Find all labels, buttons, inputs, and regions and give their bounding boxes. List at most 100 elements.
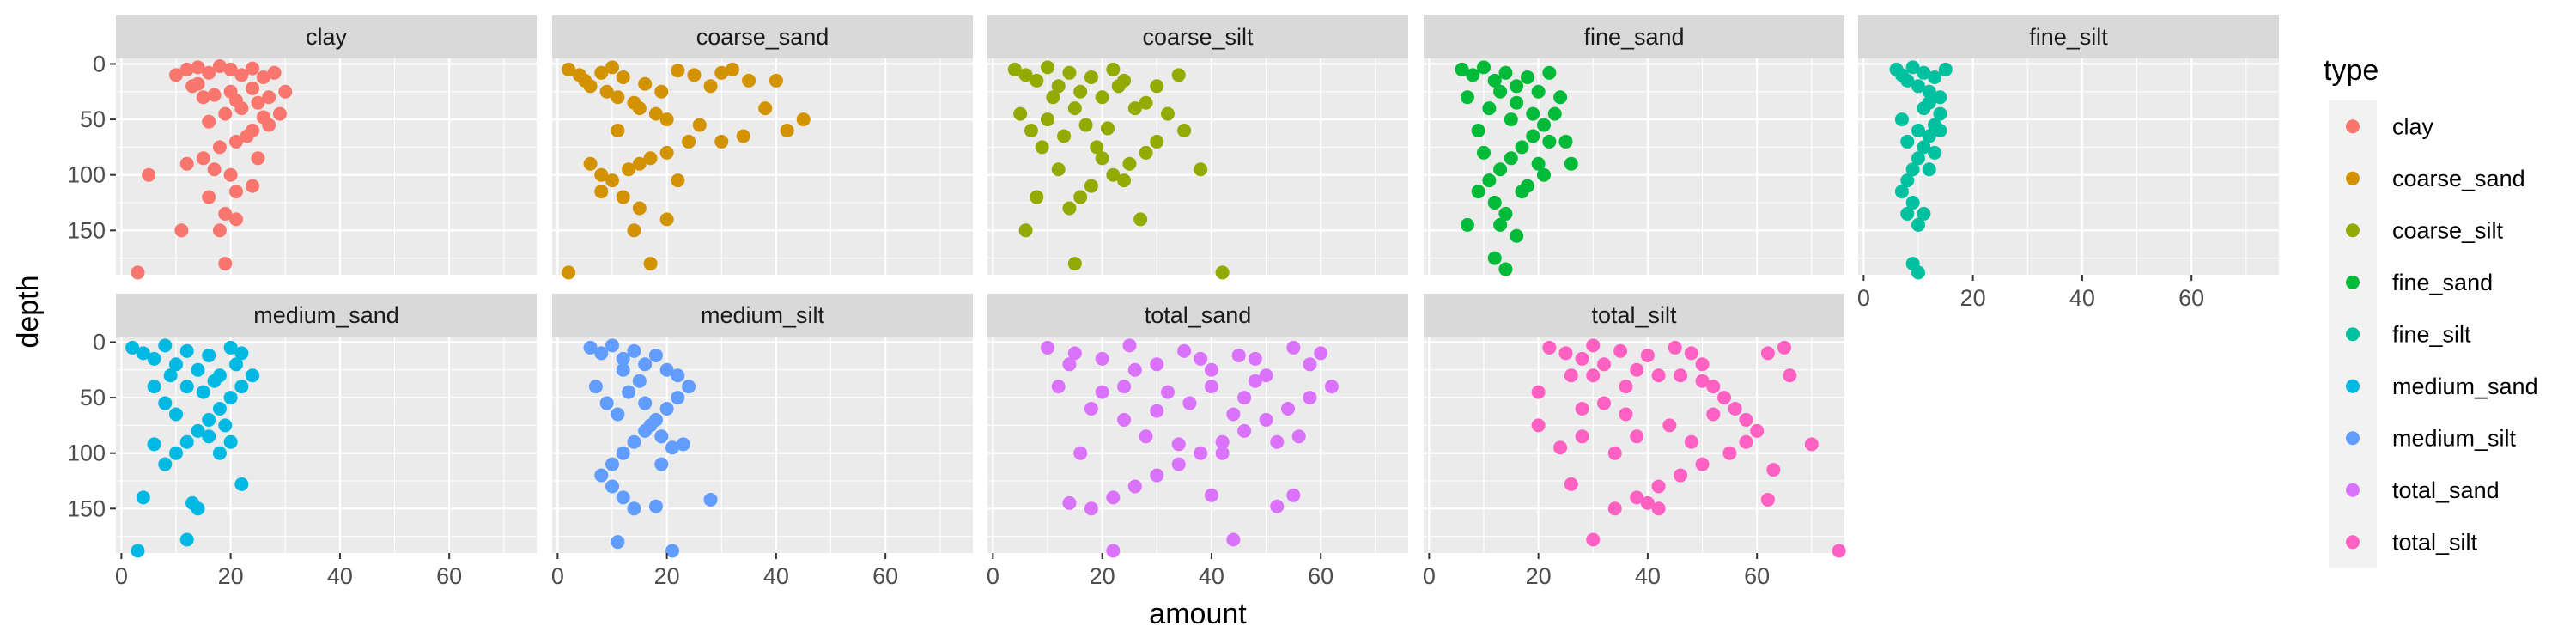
data-point bbox=[1482, 101, 1497, 116]
x-tick-label: 0 bbox=[987, 563, 999, 589]
data-point bbox=[1640, 348, 1655, 362]
data-point bbox=[1231, 348, 1246, 362]
data-point bbox=[1493, 84, 1508, 99]
data-point bbox=[1750, 423, 1765, 438]
plot-area bbox=[1424, 58, 1844, 275]
x-tick-label: 40 bbox=[763, 563, 789, 589]
x-tick-label: 40 bbox=[1199, 563, 1224, 589]
data-point bbox=[1613, 343, 1628, 358]
data-point bbox=[202, 114, 216, 129]
x-tick-label: 20 bbox=[218, 563, 244, 589]
panel-fine-silt: fine_silt 0 20 40 60 bbox=[1857, 15, 2279, 311]
data-point bbox=[632, 101, 647, 116]
x-tick-label: 40 bbox=[327, 563, 353, 589]
data-point bbox=[229, 185, 243, 199]
x-tick-label: 20 bbox=[1526, 563, 1552, 589]
data-point bbox=[1911, 79, 1925, 94]
x-tick-label: 20 bbox=[1960, 285, 1986, 311]
data-point bbox=[147, 351, 161, 366]
data-point bbox=[714, 65, 729, 80]
data-point bbox=[1171, 437, 1186, 452]
data-point bbox=[1922, 84, 1936, 99]
panel-total-sand: total_sand 0 20 40 60 bbox=[987, 294, 1408, 589]
data-point bbox=[278, 84, 293, 99]
data-point bbox=[169, 446, 183, 460]
data-point bbox=[1607, 446, 1622, 460]
y-tick-label: 50 bbox=[80, 106, 106, 132]
data-point bbox=[627, 501, 641, 516]
data-point bbox=[212, 140, 227, 155]
data-point bbox=[1177, 124, 1192, 137]
data-point bbox=[1095, 151, 1109, 166]
data-point bbox=[1640, 495, 1655, 510]
data-point bbox=[1171, 457, 1186, 471]
data-point bbox=[1722, 446, 1737, 460]
data-point bbox=[202, 348, 216, 362]
data-point bbox=[616, 446, 630, 460]
data-point bbox=[125, 340, 140, 355]
data-point bbox=[1777, 340, 1791, 355]
data-point bbox=[703, 79, 718, 94]
data-point bbox=[142, 167, 156, 182]
strip-total-sand bbox=[987, 294, 1408, 337]
data-point bbox=[1095, 90, 1109, 105]
data-point bbox=[1510, 228, 1524, 243]
data-point bbox=[196, 385, 210, 399]
data-point bbox=[1537, 167, 1551, 182]
data-point bbox=[234, 68, 249, 82]
data-point bbox=[1062, 201, 1077, 216]
data-point bbox=[1739, 434, 1753, 449]
data-point bbox=[1177, 343, 1192, 358]
y-tick-label: 100 bbox=[67, 440, 106, 466]
data-point bbox=[256, 110, 270, 125]
data-point bbox=[1526, 106, 1540, 121]
data-point bbox=[616, 190, 630, 204]
data-point bbox=[212, 446, 227, 460]
data-point bbox=[638, 396, 653, 410]
y-tick-label: 50 bbox=[80, 385, 106, 410]
data-point bbox=[1911, 151, 1925, 166]
data-point bbox=[1139, 145, 1153, 160]
data-point bbox=[218, 418, 233, 433]
data-point bbox=[1917, 65, 1931, 80]
data-point bbox=[616, 351, 630, 366]
data-point bbox=[131, 265, 145, 280]
data-point bbox=[179, 62, 194, 76]
strip-label: medium_sand bbox=[253, 302, 399, 328]
data-point bbox=[1804, 437, 1819, 452]
data-point bbox=[1270, 434, 1285, 449]
data-point bbox=[1531, 418, 1546, 433]
data-point bbox=[1111, 79, 1126, 94]
data-point bbox=[207, 88, 222, 102]
data-point bbox=[1204, 380, 1218, 394]
data-point bbox=[1933, 106, 1947, 121]
data-point bbox=[1537, 118, 1551, 132]
data-point bbox=[1498, 262, 1513, 276]
data-point bbox=[1938, 62, 1953, 76]
data-point bbox=[1558, 346, 1573, 361]
panel-total-silt: total_silt 0 20 40 60 bbox=[1423, 294, 1846, 589]
x-tick-label: 60 bbox=[1744, 563, 1770, 589]
data-point bbox=[643, 418, 658, 433]
data-point bbox=[1035, 140, 1049, 155]
data-point bbox=[1057, 129, 1072, 143]
legend-item-coarse-silt: coarse_silt bbox=[2346, 217, 2504, 243]
data-point bbox=[1695, 374, 1710, 388]
x-tick-label: 40 bbox=[1635, 563, 1661, 589]
data-point bbox=[229, 94, 243, 108]
data-point bbox=[1030, 190, 1044, 204]
data-point bbox=[1586, 368, 1601, 383]
data-point bbox=[632, 201, 647, 216]
data-point bbox=[1674, 368, 1688, 383]
data-point bbox=[1706, 380, 1721, 394]
data-point bbox=[191, 362, 205, 377]
data-point bbox=[234, 477, 249, 491]
data-point bbox=[223, 167, 238, 182]
data-point bbox=[1270, 499, 1285, 513]
y-tick-label: 100 bbox=[67, 162, 106, 188]
data-point bbox=[1117, 412, 1132, 427]
data-point bbox=[1226, 407, 1241, 422]
strip-label: coarse_silt bbox=[1142, 24, 1254, 50]
data-point bbox=[267, 65, 282, 80]
data-point bbox=[1760, 492, 1775, 507]
